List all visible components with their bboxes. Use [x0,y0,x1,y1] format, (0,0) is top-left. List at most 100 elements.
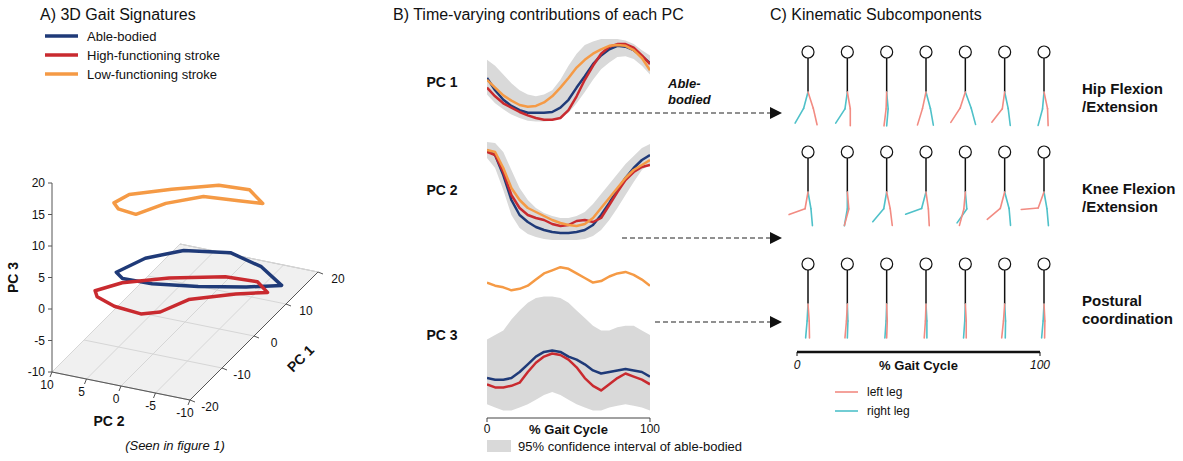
tick-label: -10 [176,406,194,420]
thigh [847,192,848,209]
stick-figure [992,46,1011,126]
shank [992,109,1002,122]
thigh [1002,92,1004,109]
plot-area [487,39,650,122]
tick [154,393,156,398]
shank [813,108,817,125]
shank [884,109,886,126]
tick-label: 0 [271,336,278,350]
head [999,46,1011,58]
tick [188,400,190,405]
tick-label: 100 [640,422,660,436]
trunk [886,158,888,192]
legend-swatch [487,440,511,452]
stick-figure [841,146,853,226]
legend-swatch [45,34,78,38]
trunk [886,270,888,304]
arrow-head [770,316,782,328]
grid-line [190,272,318,400]
stick-figure [1038,258,1050,338]
thigh [887,92,888,109]
head [841,258,853,270]
tick-label: -20 [201,400,219,414]
arrow-head [770,232,782,244]
head [999,146,1011,158]
head [959,46,971,58]
shank [924,321,925,338]
tick [797,352,798,356]
thigh [886,304,888,321]
trunk [925,270,927,304]
tick [48,214,52,215]
subplot-label: PC 1 [426,74,457,90]
panel-a: A) 3D Gait Signatures-10-505101520-10-50… [5,6,345,453]
thigh [1000,192,1004,208]
tick-label: -5 [34,334,45,348]
shank [1008,109,1010,126]
thigh [965,304,967,321]
thigh [805,192,808,209]
thigh [1044,92,1048,109]
thigh [1044,192,1047,209]
confidence-band [487,142,650,240]
thigh [926,92,930,108]
stick-figure [841,258,853,338]
shank [951,108,960,122]
thigh [804,92,808,108]
trunk [847,270,849,304]
series-line [487,354,650,391]
legend: Able-bodiedHigh-functioning strokeLow-fu… [45,29,220,82]
legend-swatch [835,410,858,412]
tick [50,372,52,377]
head [841,146,853,158]
trunk [965,158,967,192]
tick-label: 0 [38,302,45,316]
y-axis [52,372,190,400]
stick-figure [881,258,893,338]
x-axis [797,351,1040,354]
head [920,146,932,158]
plot-area [487,142,650,240]
stick-figure [1021,146,1050,226]
tick-label: 15 [32,208,46,222]
axis-title: % Gait Cycle [879,358,958,373]
shank [849,109,851,126]
stick-figure [789,146,814,226]
arrow [655,321,770,322]
tick [286,304,291,306]
panel-title: B) Time-varying contributions of each PC [393,6,684,23]
shank [1002,321,1004,338]
thigh [806,304,808,321]
stick-figure [917,46,933,125]
annotation: Able-bodied [667,76,712,107]
thigh [887,192,891,209]
tick-label: 10 [40,378,54,392]
thigh [885,92,887,109]
shank [808,321,810,338]
head [802,146,814,158]
head [802,46,814,58]
axis-title: % Gait Cycle [529,422,608,437]
confidence-band [487,39,650,122]
shank [887,109,888,126]
series-line [487,46,650,113]
legend-label: High-functioning stroke [87,48,220,63]
axis-title: PC 1 [284,342,317,375]
head [959,258,971,270]
series-line [487,150,650,226]
head [841,46,853,58]
tick-label: 10 [32,239,46,253]
series-line [487,150,650,233]
tick [48,277,52,278]
thigh [922,92,926,109]
label-line: Knee Flexion [1082,180,1175,197]
series-line [487,44,650,120]
thigh [1005,192,1009,208]
floor-pane [52,244,318,400]
x-axis [487,418,650,419]
head [802,258,814,270]
label-line: Hip Flexion [1082,80,1163,97]
row-label: Hip Flexion/Extension [1082,80,1163,115]
thigh [1042,304,1044,321]
confidence-band [487,297,650,411]
